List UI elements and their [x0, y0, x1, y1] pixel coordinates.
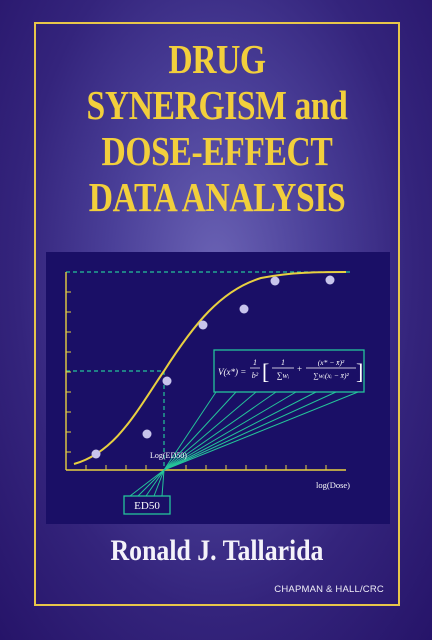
formula-t2-den: ∑wᵢ(xᵢ − x̄)²	[313, 371, 349, 380]
author-name: Ronald J. Tallarida	[110, 534, 324, 567]
data-point-4	[198, 320, 208, 330]
x-axis-ticks	[85, 465, 327, 470]
publisher-name: CHAPMAN & HALL/CRC	[274, 584, 384, 595]
title-line-4: DATA ANALYSIS	[88, 174, 346, 220]
dose-effect-figure: V(x*) = 1 b² [ 1 ∑wᵢ + (x* − x̄)² ∑wᵢ(xᵢ…	[65, 271, 365, 515]
formula-bracket-left: [	[262, 359, 269, 384]
formula-coef-den: b²	[252, 371, 259, 380]
formula-coef-num: 1	[253, 358, 257, 367]
log-ed50-label: Log(ED50)	[150, 451, 187, 460]
formula-t2-num: (x* − x̄)²	[318, 358, 345, 367]
variance-formula-box	[213, 349, 365, 393]
x-axis-label: log(Dose)	[316, 480, 350, 490]
formula-fan-lines	[163, 391, 359, 471]
title-line-1: DRUG	[168, 36, 266, 82]
data-point-2	[142, 429, 152, 439]
data-point-3	[162, 376, 172, 386]
data-point-6	[270, 276, 280, 286]
cover-figure: V(x*) = 1 b² [ 1 ∑wᵢ + (x* − x̄)² ∑wᵢ(xᵢ…	[46, 252, 390, 524]
variance-formula: V(x*) = 1 b² [ 1 ∑wᵢ + (x* − x̄)² ∑wᵢ(xᵢ…	[218, 358, 363, 384]
cover-frame	[34, 22, 400, 606]
data-point-1	[91, 449, 101, 459]
ed50-box	[123, 495, 171, 515]
data-point-7	[325, 275, 335, 285]
title-line-3: DOSE-EFFECT	[101, 128, 333, 174]
ed50-box-label: ED50	[134, 500, 160, 512]
y-axis-ticks	[66, 291, 71, 453]
dose-effect-curve	[73, 271, 347, 465]
ed50-fan-lines	[129, 469, 165, 497]
formula-plus: +	[297, 364, 302, 374]
formula-bracket-right: ]	[356, 359, 363, 384]
data-point-5	[239, 304, 249, 314]
formula-t1-den: ∑wᵢ	[277, 371, 289, 380]
formula-lhs: V(x*) =	[218, 367, 246, 377]
title-line-2: SYNERGISM and	[86, 82, 348, 128]
book-title: DRUG SYNERGISM and DOSE-EFFECT DATA ANAL…	[67, 36, 367, 220]
formula-t1-num: 1	[281, 358, 285, 367]
